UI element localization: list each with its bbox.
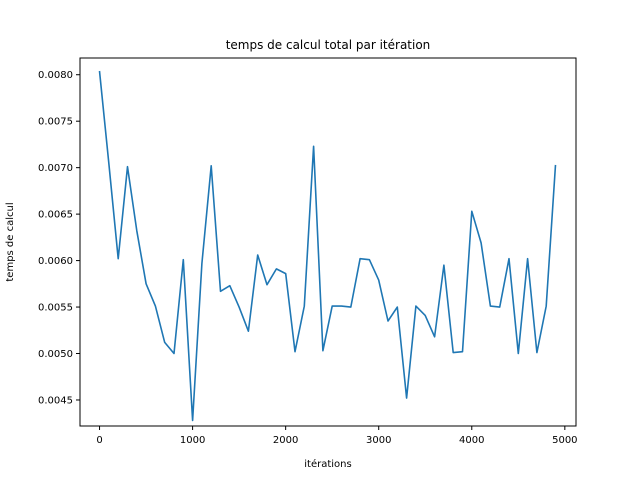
x-tick-label: 1000 [180,435,205,446]
y-tick-label: 0.0065 [38,210,73,221]
y-axis-label: temps de calcul [5,202,16,281]
y-tick-label: 0.0060 [38,256,73,267]
y-tick-label: 0.0055 [38,303,73,314]
x-tick-label: 4000 [459,435,484,446]
y-tick-label: 0.0070 [38,163,73,174]
x-tick-label: 3000 [366,435,391,446]
x-tick-label: 5000 [552,435,577,446]
plot-area [98,70,557,422]
chart-title: temps de calcul total par itération [226,38,431,52]
axes-frame [79,57,577,427]
series-line [98,70,557,422]
y-tick-label: 0.0050 [38,349,73,360]
x-tick-label: 2000 [273,435,298,446]
x-axis-label: itérations [304,458,351,470]
axis-ticks: 0 1000 2000 3000 4000 5000 0.0045 0.0050 0.0055 0… [38,70,578,446]
y-tick-label: 0.0080 [38,70,73,81]
y-tick-label: 0.0075 [38,117,73,128]
x-tick-label: 0 [96,435,102,446]
y-tick-label: 0.0045 [38,395,73,406]
